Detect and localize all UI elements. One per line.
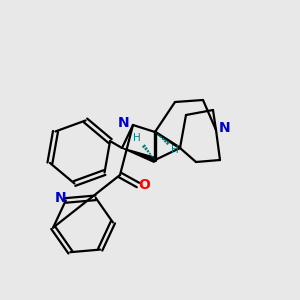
Text: H: H — [133, 133, 141, 143]
Text: N: N — [118, 116, 130, 130]
Text: N: N — [219, 121, 231, 135]
Text: H: H — [171, 145, 179, 155]
Text: N: N — [55, 191, 67, 206]
Text: O: O — [138, 178, 150, 192]
Polygon shape — [122, 148, 156, 162]
